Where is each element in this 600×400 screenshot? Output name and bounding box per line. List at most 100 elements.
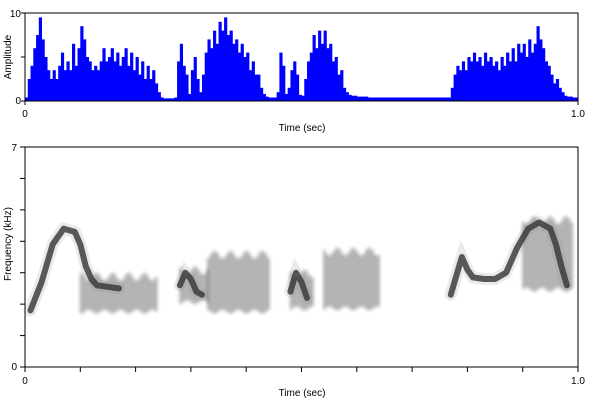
amplitude-bar	[224, 17, 228, 101]
amplitude-bar	[188, 93, 192, 101]
amplitude-bar	[539, 39, 543, 101]
syllable-3-striation	[267, 257, 270, 311]
amplitude-bar	[99, 61, 103, 101]
amplitude-bar	[49, 79, 54, 101]
amplitude-bar	[226, 35, 231, 101]
amplitude-bar	[301, 95, 305, 101]
amplitude-bar	[533, 43, 537, 101]
amplitude-bar	[251, 61, 255, 101]
amplitude-bar	[213, 30, 217, 102]
syllable-5-striation	[323, 250, 326, 310]
amplitude-bar	[124, 48, 128, 101]
syllable-6-striation	[564, 216, 567, 292]
amplitude-bar	[55, 79, 59, 101]
amplitude-bar	[378, 97, 383, 101]
syllable-1-striation	[137, 279, 140, 310]
amplitude-bar	[257, 74, 261, 101]
amplitude-bar	[406, 97, 410, 101]
syllable-1-striation	[134, 280, 137, 310]
syllable-6-striation	[534, 216, 537, 292]
syllable-1-striation	[107, 277, 110, 312]
amplitude-bars	[25, 17, 579, 102]
syllable-5-striation	[371, 250, 374, 309]
syllable-5-striation	[347, 252, 350, 308]
syllable-5-striation	[338, 248, 341, 310]
amplitude-bar	[235, 39, 239, 101]
syllable-3-striation	[231, 251, 234, 314]
amplitude-bar	[423, 97, 427, 101]
amplitude-bar	[44, 57, 48, 101]
amplitude-bar	[412, 97, 416, 101]
amplitude-bar	[94, 65, 98, 101]
spectrogram-x-tick-label-start: 0	[22, 376, 28, 387]
amplitude-bar	[221, 30, 225, 102]
amplitude-bar	[41, 39, 45, 101]
amplitude-bar	[152, 70, 156, 101]
amplitude-x-axis-title: Time (sec)	[279, 123, 326, 134]
syllable-5-striation	[335, 247, 338, 311]
syllable-1-contour	[27, 225, 122, 314]
amplitude-bar	[246, 52, 250, 101]
syllable-3-striation	[234, 256, 237, 311]
amplitude-bar	[199, 92, 203, 101]
syllable-5-striation	[350, 248, 353, 310]
amplitude-bar	[436, 97, 441, 101]
amplitude-bar	[265, 96, 269, 101]
syllable-6-contour	[447, 219, 570, 298]
amplitude-bar	[506, 52, 510, 101]
spectrogram-y-tick-label-7: 7	[11, 143, 17, 154]
amplitude-bar	[337, 74, 341, 101]
amplitude-bar	[168, 98, 172, 101]
amplitude-bar	[351, 95, 355, 101]
syllable-6-striation	[570, 222, 573, 289]
syllable-3-striation	[264, 253, 267, 313]
amplitude-bar	[127, 65, 131, 101]
spectrogram-x-axis-title: Time (sec)	[279, 388, 326, 399]
amplitude-bar	[69, 70, 73, 101]
amplitude-bar	[157, 92, 161, 101]
amplitude-bar	[240, 43, 244, 101]
amplitude-bar	[243, 57, 247, 101]
amplitude-bar	[163, 98, 167, 101]
syllable-1-striation	[125, 274, 128, 313]
amplitude-bar	[146, 65, 150, 101]
syllable-1-striation	[131, 276, 134, 312]
syllable-6-striation	[537, 220, 540, 290]
amplitude-bar	[398, 97, 402, 101]
amplitude-bar	[381, 97, 385, 101]
amplitude-bar	[33, 48, 37, 101]
spectrogram-contours	[24, 215, 573, 317]
amplitude-bar	[177, 61, 181, 101]
amplitude-bar	[389, 97, 394, 101]
syllable-1-striation	[86, 280, 89, 310]
amplitude-bar	[47, 70, 51, 101]
amplitude-bar	[531, 52, 535, 101]
syllable-2-striation	[203, 273, 206, 301]
syllable-2-striation	[182, 271, 185, 302]
syllable-1-halo	[24, 221, 125, 317]
syllable-5-striation	[353, 248, 356, 311]
amplitude-bar	[271, 97, 275, 101]
amplitude-bar	[528, 39, 532, 101]
amplitude-bar	[464, 70, 468, 101]
amplitude-bar	[135, 57, 139, 101]
syllable-3-striation	[213, 250, 216, 314]
amplitude-bar	[558, 87, 562, 101]
amplitude-bar	[25, 97, 29, 101]
syllable-6-striation	[531, 217, 534, 292]
amplitude-x-tick-label-end: 1.0	[571, 109, 585, 120]
amplitude-bar	[218, 21, 222, 101]
syllable-5-striation	[344, 255, 347, 307]
amplitude-bar	[503, 65, 507, 101]
amplitude-bar	[304, 79, 308, 101]
syllable-3-striation	[240, 256, 243, 311]
amplitude-bar	[478, 57, 482, 101]
amplitude-bar	[340, 70, 344, 101]
syllable-2-striation	[200, 273, 203, 301]
amplitude-bar	[185, 74, 189, 101]
amplitude-bar	[445, 97, 449, 101]
amplitude-bar	[160, 97, 164, 101]
amplitude-bar	[376, 97, 380, 101]
amplitude-bar	[66, 61, 70, 101]
